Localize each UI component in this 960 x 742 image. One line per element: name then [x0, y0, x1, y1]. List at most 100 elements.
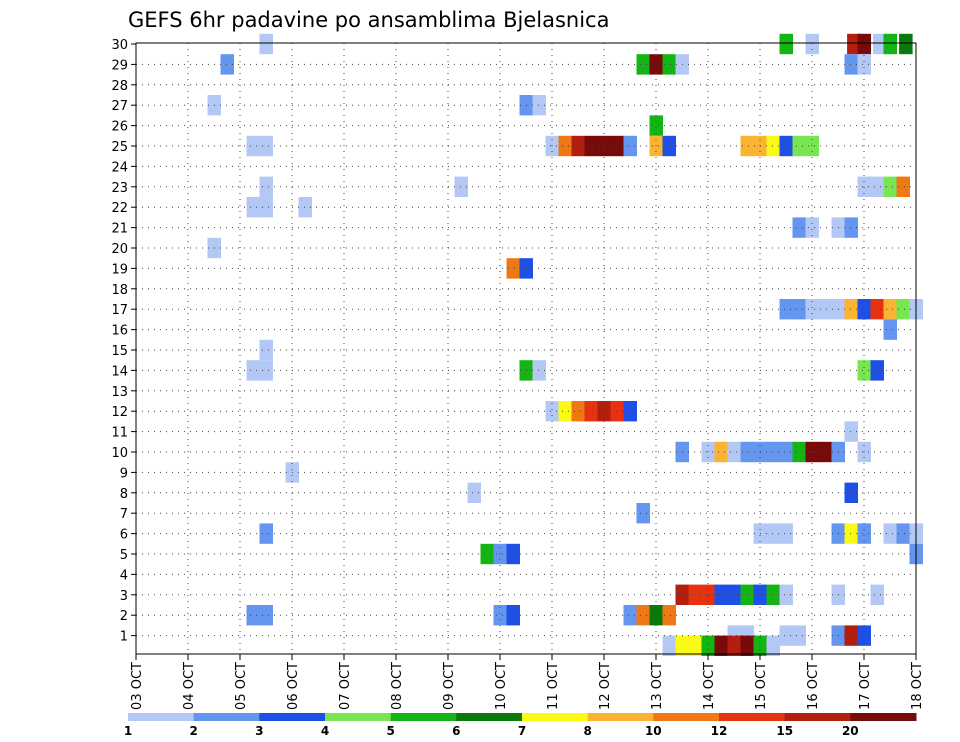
heat-cell	[873, 33, 887, 55]
heat-cell	[844, 217, 858, 238]
y-tick-label: 19	[111, 262, 128, 277]
heat-cell	[883, 299, 897, 320]
legend-swatch	[719, 713, 786, 721]
heat-cell	[662, 605, 676, 626]
heat-cell	[766, 635, 780, 656]
heat-cell	[779, 299, 793, 320]
heat-cell	[688, 584, 702, 605]
heat-cell	[792, 299, 806, 320]
y-tick-label: 6	[120, 528, 128, 543]
x-tick-label: 10 OCT	[494, 662, 509, 710]
heat-cell	[883, 523, 897, 544]
legend-swatch	[850, 713, 917, 721]
heat-cell	[870, 299, 884, 320]
y-tick-label: 28	[111, 79, 128, 94]
heat-cell	[220, 54, 234, 75]
y-tick-label: 13	[111, 385, 128, 400]
y-tick-label: 27	[111, 99, 128, 114]
heat-cell	[792, 441, 806, 463]
y-tick-label: 11	[111, 426, 128, 441]
heat-cell	[480, 543, 494, 565]
x-tick-label: 11 OCT	[546, 662, 561, 710]
heat-cell	[844, 523, 858, 544]
heat-cell	[899, 33, 913, 55]
heat-cell	[740, 584, 754, 605]
legend-swatch	[390, 713, 457, 721]
heat-cell	[259, 605, 273, 626]
heat-cell	[259, 176, 273, 197]
heat-cell	[766, 584, 780, 605]
heat-cell	[847, 33, 861, 55]
y-tick-label: 23	[111, 181, 128, 196]
heat-cell	[896, 176, 910, 197]
heat-cell	[259, 135, 273, 157]
heat-cell	[792, 135, 806, 157]
heat-cell	[766, 523, 780, 544]
heat-cell	[792, 217, 806, 238]
legend-swatch	[587, 713, 654, 721]
legend-swatch	[193, 713, 260, 721]
heat-cell	[636, 54, 650, 75]
x-tick-label: 04 OCT	[182, 662, 197, 710]
y-tick-label: 22	[111, 201, 128, 216]
heat-cell	[818, 299, 832, 320]
legend-swatch	[522, 713, 589, 721]
heat-cell	[571, 401, 585, 422]
legend-swatch	[325, 713, 392, 721]
y-tick-label: 5	[120, 548, 128, 563]
heat-cell	[857, 176, 871, 197]
heat-cell	[779, 33, 793, 55]
y-tick-label: 29	[111, 58, 128, 73]
heat-cell	[818, 441, 832, 463]
heat-cell	[727, 635, 741, 656]
heat-cell	[779, 523, 793, 544]
heat-cell	[610, 401, 624, 422]
x-tick-label: 09 OCT	[442, 662, 457, 710]
y-tick-label: 14	[111, 364, 128, 379]
cells-layer	[207, 33, 923, 656]
heat-cell	[857, 54, 871, 75]
y-tick-label: 30	[111, 38, 128, 53]
y-tick-label: 8	[120, 487, 128, 502]
heat-cell	[779, 625, 793, 646]
heat-cell	[675, 635, 689, 656]
legend: 1 2 3 4 5 6 7 8 10 12 15 20	[124, 713, 917, 738]
heat-cell	[623, 401, 637, 422]
heat-cell	[467, 482, 481, 503]
y-tick-label: 26	[111, 120, 128, 135]
heat-cell	[883, 319, 897, 340]
heat-cell	[844, 54, 858, 75]
heat-cell	[740, 135, 754, 157]
heat-cell	[545, 401, 559, 422]
heat-cell	[246, 605, 260, 626]
legend-label: 5	[387, 724, 395, 738]
heat-cell	[584, 135, 598, 157]
heat-cell	[688, 635, 702, 656]
heat-cell	[779, 584, 793, 605]
heat-cell	[506, 543, 520, 565]
heat-cell	[857, 523, 871, 544]
heat-cell	[701, 584, 715, 605]
heat-cell	[857, 625, 871, 646]
heat-cell	[246, 135, 260, 157]
x-tick-label: 12 OCT	[598, 662, 613, 710]
x-tick-label: 15 OCT	[754, 662, 769, 710]
heat-cell	[532, 95, 546, 116]
heat-cell	[558, 135, 572, 157]
heat-cell	[727, 441, 741, 463]
heat-cell	[844, 421, 858, 442]
legend-label: 10	[645, 724, 662, 738]
chart-title: GEFS 6hr padavine po ansamblima Bjelasni…	[128, 8, 609, 32]
heat-cell	[649, 54, 663, 75]
heat-cell	[740, 441, 754, 463]
plot-frame	[135, 42, 917, 655]
x-tick-label: 18 OCT	[910, 662, 925, 710]
y-tick-label: 9	[120, 466, 128, 481]
legend-label: 4	[321, 724, 329, 738]
y-tick-label: 21	[111, 222, 128, 237]
heat-cell	[844, 482, 858, 503]
legend-label: 7	[518, 724, 526, 738]
heat-cell	[805, 299, 819, 320]
heat-cell	[610, 135, 624, 157]
